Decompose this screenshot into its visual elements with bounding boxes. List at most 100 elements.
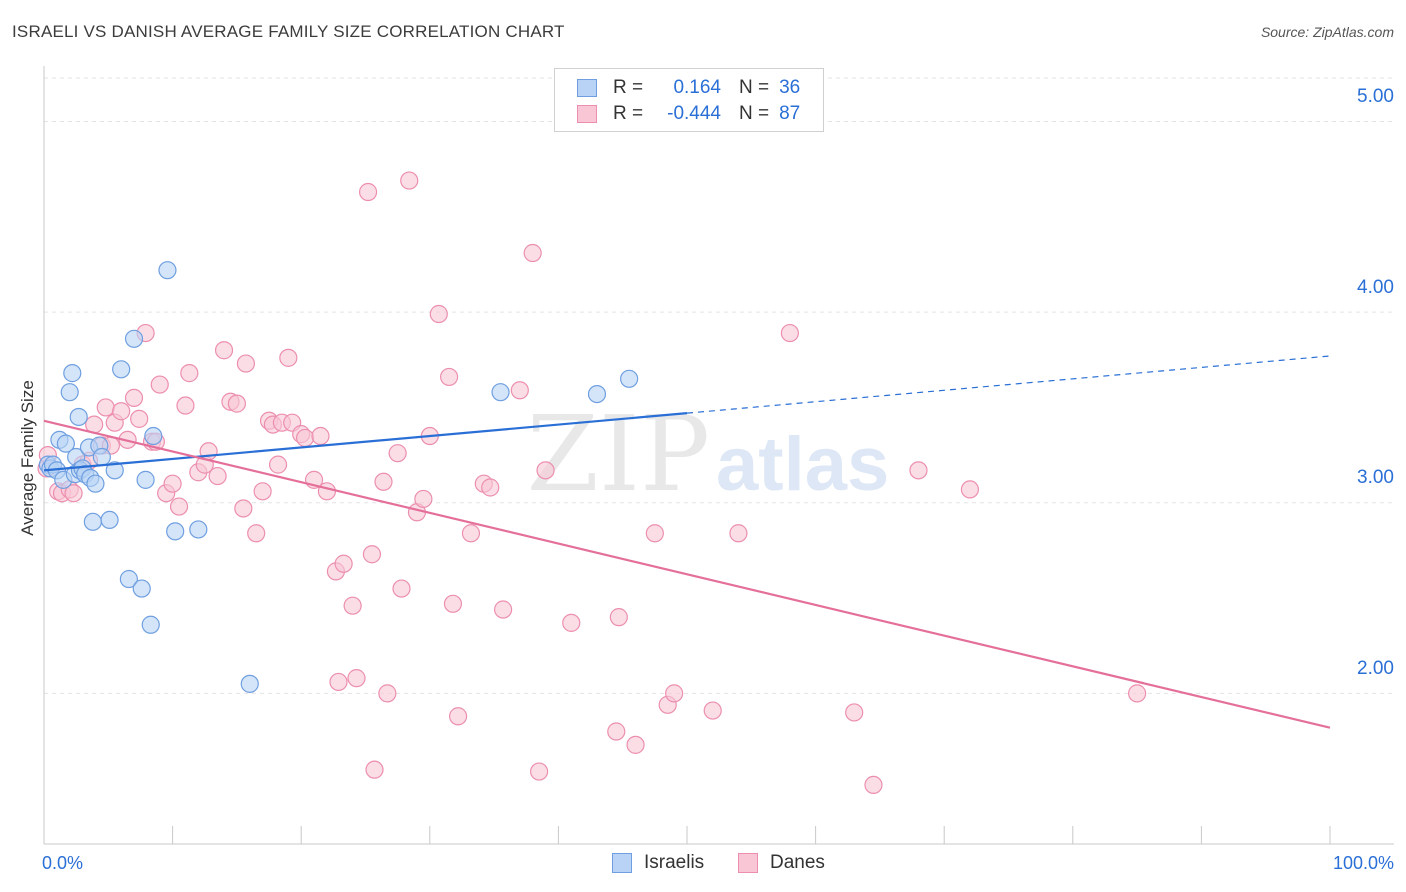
danes-point xyxy=(392,579,411,598)
legend-item-danes[interactable]: Danes xyxy=(738,852,825,874)
danes-point xyxy=(253,482,272,501)
data-points xyxy=(37,171,1147,795)
danes-point xyxy=(429,304,448,324)
israelis-point xyxy=(105,461,124,480)
danes-point xyxy=(665,684,684,703)
legend-row-israelis: R = 0.164 N = 36 xyxy=(577,75,800,101)
israelis-point xyxy=(83,512,102,531)
israelis-point xyxy=(119,569,138,589)
danes-point xyxy=(130,409,149,428)
y-tick-label-2: 2.00 xyxy=(1357,658,1394,679)
danes-point xyxy=(530,762,549,781)
danes-point xyxy=(311,426,330,446)
x-tick-label-min: 0.0% xyxy=(42,853,84,873)
danes-point xyxy=(439,367,459,387)
danes-point xyxy=(845,703,864,722)
danes-point xyxy=(268,455,288,474)
stats-legend: R = 0.164 N = 36 R = -0.444 N = 87 xyxy=(554,68,824,132)
chart-title: ISRAELI VS DANISH AVERAGE FAMILY SIZE CO… xyxy=(12,22,565,41)
danes-point xyxy=(703,701,722,720)
danes-point xyxy=(1127,684,1147,703)
israelis-swatch xyxy=(577,79,597,97)
danes-point xyxy=(780,323,799,343)
legend-item-israelis[interactable]: Israelis xyxy=(612,852,704,874)
danes-trend-line xyxy=(43,419,1331,729)
danes-point xyxy=(227,394,246,413)
israelis-point xyxy=(69,407,88,427)
danes-point xyxy=(169,497,189,516)
danes-point xyxy=(64,484,83,503)
israelis-legend-label: Israelis xyxy=(644,852,705,873)
danes-point xyxy=(150,375,169,394)
danes-point xyxy=(208,466,227,486)
israelis-point xyxy=(136,470,155,489)
danes-point xyxy=(909,461,928,480)
danes-point xyxy=(214,341,234,360)
n-label: N = xyxy=(739,103,770,124)
danes-legend-swatch xyxy=(738,853,758,873)
danes-point xyxy=(176,396,195,415)
danes-point xyxy=(236,354,256,373)
danes-point xyxy=(562,613,581,632)
danes-point xyxy=(295,428,315,448)
gridlines xyxy=(44,77,1394,694)
israelis-point xyxy=(132,579,151,598)
danes-point xyxy=(607,722,626,741)
israelis-point xyxy=(166,522,185,541)
y-tick-label-5: 5.00 xyxy=(1357,86,1394,107)
danes-point xyxy=(358,182,378,202)
danes-point xyxy=(461,524,481,543)
danes-point xyxy=(112,402,131,421)
israelis-trend-extension xyxy=(686,355,1331,414)
israelis-point xyxy=(63,364,82,383)
danes-point xyxy=(510,381,529,400)
israelis-point xyxy=(189,520,208,539)
danes-point xyxy=(362,545,382,564)
danes-point xyxy=(481,478,500,497)
danes-point xyxy=(523,243,542,263)
israelis-point xyxy=(141,615,160,634)
watermark-zip: ZIP xyxy=(527,393,710,515)
y-tick-label-3: 3.00 xyxy=(1357,467,1394,488)
r-label: R = xyxy=(613,77,644,98)
source-label: Source: ZipAtlas.com xyxy=(1260,24,1394,40)
danes-point xyxy=(347,669,366,688)
danes-point xyxy=(729,524,748,543)
danes-point xyxy=(317,482,337,501)
danes-point xyxy=(247,524,266,543)
axes xyxy=(43,66,1394,845)
danes-point xyxy=(960,480,980,499)
israelis-point xyxy=(92,447,111,467)
danes-point xyxy=(388,444,407,463)
israelis-point xyxy=(620,369,639,388)
danes-point xyxy=(180,364,199,383)
danes-swatch xyxy=(577,105,597,123)
israelis-point xyxy=(56,434,75,453)
y-axis-label: Average Family Size xyxy=(18,380,37,536)
israelis-point xyxy=(144,426,163,446)
legend-row-danes: R = -0.444 N = 87 xyxy=(577,101,800,127)
danes-point xyxy=(443,594,463,613)
israelis-n-value: 36 xyxy=(779,77,801,98)
israelis-point xyxy=(60,383,79,402)
trend-lines xyxy=(43,355,1331,729)
danes-point xyxy=(279,348,298,367)
danes-point xyxy=(329,672,348,692)
danes-point xyxy=(163,474,182,493)
y-tick-label-4: 4.00 xyxy=(1357,277,1394,298)
danes-point xyxy=(334,554,353,573)
danes-point xyxy=(400,171,419,190)
danes-point xyxy=(494,600,513,619)
israelis-r-value: 0.164 xyxy=(673,77,721,98)
n-label: N = xyxy=(739,77,770,98)
israelis-point xyxy=(587,384,607,404)
danes-point xyxy=(448,707,468,726)
israelis-point xyxy=(86,474,105,493)
watermark-atlas: atlas xyxy=(716,422,889,507)
israelis-point xyxy=(100,510,119,530)
danes-point xyxy=(864,775,883,795)
danes-point xyxy=(609,608,628,627)
israelis-point xyxy=(124,329,144,348)
israelis-point xyxy=(112,360,131,379)
